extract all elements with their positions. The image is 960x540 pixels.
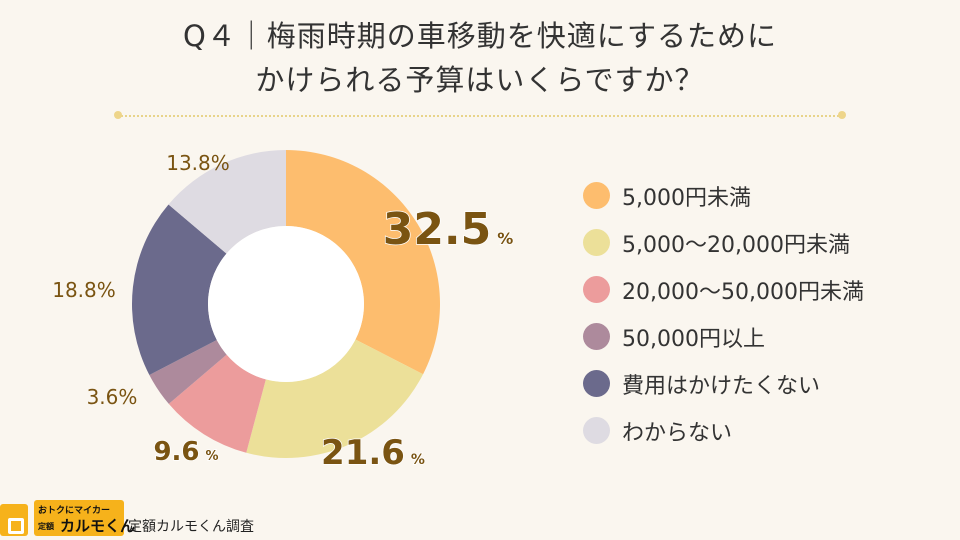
pie-slice	[149, 339, 227, 404]
legend-item: 5,000～20,000円未満	[583, 219, 864, 266]
title-divider	[118, 115, 842, 117]
data-label: 13.8%	[166, 151, 230, 175]
legend-item: 20,000～50,000円未満	[583, 266, 864, 313]
chart-title: Q４｜梅雨時期の車移動を快適にするために かけられる予算はいくらですか？	[0, 14, 960, 102]
legend-swatch	[583, 370, 610, 397]
legend-item: わからない	[583, 407, 864, 454]
title-line-2: かけられる予算はいくらですか？	[255, 63, 705, 97]
data-label: 3.6%	[87, 385, 138, 409]
legend-swatch	[583, 182, 610, 209]
pie-slice	[246, 339, 424, 458]
logo-tagline: おトクにマイカー	[38, 506, 111, 516]
pie-slice	[286, 150, 440, 375]
pie-slice	[132, 204, 227, 376]
legend-label: 費用はかけたくない	[622, 373, 821, 399]
legend-label: 5,000円未満	[622, 185, 751, 211]
divider-dot-left	[114, 111, 122, 119]
legend-item: 5,000円未満	[583, 172, 864, 219]
data-label: 21.6%	[321, 433, 425, 473]
legend-label: 50,000円以上	[622, 326, 765, 352]
divider-dot-right	[838, 111, 846, 119]
legend-swatch	[583, 323, 610, 350]
brand-logo: おトクにマイカー 定額 カルモくん	[34, 500, 135, 536]
chart-legend: 5,000円未満 5,000～20,000円未満 20,000～50,000円未満 5…	[583, 172, 864, 454]
logo-prefix: 定額	[38, 522, 54, 531]
legend-label: 20,000～50,000円未満	[622, 279, 864, 305]
logo-name: カルモくん	[60, 517, 136, 535]
brand-logo-icon	[0, 504, 28, 536]
data-label: 32.5%	[383, 204, 514, 255]
data-label: 18.8%	[52, 278, 116, 302]
pie-slice	[168, 354, 266, 453]
footer: おトクにマイカー 定額 カルモくん 定額カルモくん調査	[0, 496, 960, 540]
legend-swatch	[583, 229, 610, 256]
title-line-1: Q４｜梅雨時期の車移動を快適にするために	[182, 19, 778, 53]
pie-slice	[168, 150, 286, 254]
legend-item: 50,000円以上	[583, 313, 864, 360]
data-label: 9.6%	[153, 437, 218, 467]
donut-hole	[208, 226, 364, 382]
legend-label: 5,000～20,000円未満	[622, 232, 850, 258]
source-note: 定額カルモくん調査	[128, 519, 254, 535]
legend-label: わからない	[622, 420, 733, 446]
legend-swatch	[583, 417, 610, 444]
legend-swatch	[583, 276, 610, 303]
legend-item: 費用はかけたくない	[583, 360, 864, 407]
donut-hole-ring	[211, 229, 361, 379]
